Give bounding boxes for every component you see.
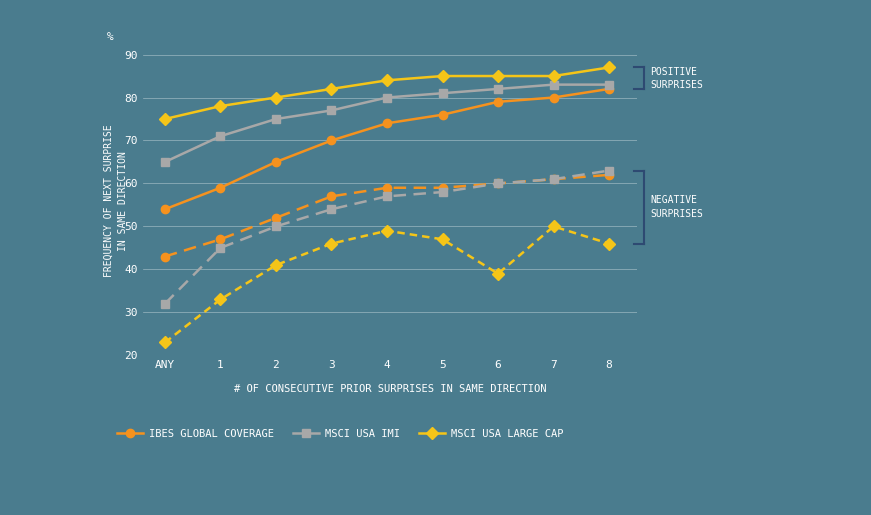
Y-axis label: FREQUENCY OF NEXT SURPRISE
IN SAME DIRECTION: FREQUENCY OF NEXT SURPRISE IN SAME DIREC… [104, 124, 128, 277]
Text: POSITIVE
SURPRISES: POSITIVE SURPRISES [650, 66, 703, 90]
X-axis label: # OF CONSECUTIVE PRIOR SURPRISES IN SAME DIRECTION: # OF CONSECUTIVE PRIOR SURPRISES IN SAME… [233, 384, 546, 394]
Text: NEGATIVE
SURPRISES: NEGATIVE SURPRISES [650, 196, 703, 219]
Text: %: % [106, 31, 113, 42]
Legend: IBES GLOBAL COVERAGE, MSCI USA IMI, MSCI USA LARGE CAP: IBES GLOBAL COVERAGE, MSCI USA IMI, MSCI… [112, 424, 568, 443]
